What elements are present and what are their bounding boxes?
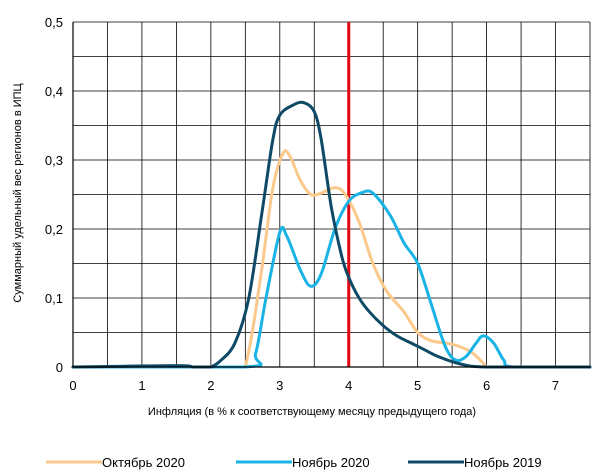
series-line-3 [71,100,592,369]
series-group [71,100,592,369]
legend-label-1: Октябрь 2020 [102,455,185,470]
y-tick-label-0.1: 0,1 [45,291,63,306]
x-tick-label-2: 2 [207,378,214,393]
y-tick-label-0.5: 0,5 [45,15,63,30]
x-tick-label-3: 3 [276,378,283,393]
series-line-1 [243,149,489,369]
y-axis-label: Суммарный удельный вес регионов в ИПЦ [12,83,24,302]
x-tick-label-7: 7 [552,378,559,393]
grid [72,21,591,368]
y-tick-label-0: 0 [56,360,63,375]
axes [72,22,590,368]
legend-label-2: Ноябрь 2020 [292,455,370,470]
y-tick-label-0.4: 0,4 [45,84,63,99]
y-tick-label-0.2: 0,2 [45,222,63,237]
x-tick-label-4: 4 [345,378,352,393]
y-tick-label-0.3: 0,3 [45,153,63,168]
x-tick-label-1: 1 [138,378,145,393]
x-tick-label-6: 6 [483,378,490,393]
x-tick-label-0: 0 [69,378,76,393]
y-tick-labels: 0 0,1 0,2 0,3 0,4 0,5 [45,15,63,375]
legend: Октябрь 2020 Ноябрь 2020 Ноябрь 2019 [46,455,542,470]
legend-label-3: Ноябрь 2019 [464,455,542,470]
series-line-2 [71,189,592,369]
x-tick-label-5: 5 [414,378,421,393]
x-tick-labels: 0 1 2 3 4 5 6 7 [69,378,559,393]
x-axis-label: Инфляция (в % к соответствующему месяцу … [148,406,476,418]
